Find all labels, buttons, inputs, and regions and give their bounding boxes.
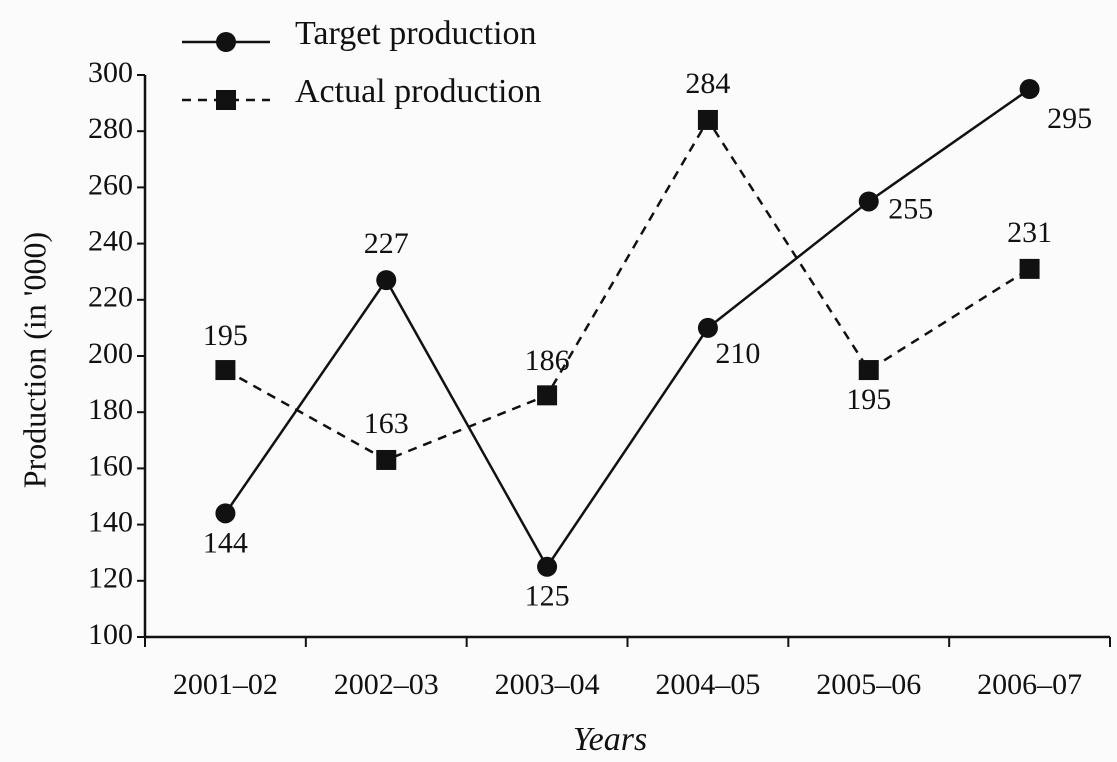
y-tick-label: 240 [88, 224, 133, 257]
legend-label: Target production [295, 15, 537, 52]
y-tick-label: 280 [88, 112, 133, 145]
data-label: 210 [715, 337, 760, 370]
data-label: 231 [1007, 216, 1052, 249]
x-tick-label: 2001–02 [173, 668, 278, 701]
data-label: 125 [525, 580, 570, 613]
point [537, 385, 558, 406]
y-tick-label: 200 [88, 337, 133, 370]
y-tick-label: 300 [88, 56, 133, 89]
point [215, 503, 236, 524]
x-axis-label: Years [573, 721, 647, 758]
data-label: 163 [364, 407, 409, 440]
point [1019, 79, 1040, 100]
series-line [224, 88, 1031, 570]
y-tick-label: 180 [88, 393, 133, 426]
data-label: 195 [846, 383, 891, 416]
y-tick-label: 140 [88, 505, 133, 538]
point [858, 360, 879, 381]
legend-marker [216, 32, 236, 52]
data-label: 255 [888, 192, 933, 225]
point [697, 109, 718, 130]
data-label: 144 [203, 526, 248, 559]
y-tick-label: 260 [88, 168, 133, 201]
data-label: 186 [525, 344, 570, 377]
y-tick-label: 160 [88, 449, 133, 482]
point [1019, 258, 1040, 279]
x-tick-label: 2002–03 [334, 668, 439, 701]
point [858, 191, 879, 212]
x-tick-label: 2006–07 [977, 668, 1082, 701]
data-label: 295 [1047, 102, 1092, 135]
y-tick-label: 100 [88, 618, 133, 651]
point [215, 360, 236, 381]
point [376, 270, 397, 291]
series-line [224, 117, 1031, 462]
y-tick-label: 220 [88, 281, 133, 314]
x-tick-label: 2003–04 [495, 668, 600, 701]
point [537, 556, 558, 577]
point [697, 317, 718, 338]
x-tick-label: 2005–06 [816, 668, 921, 701]
y-axis-label: Production (in '000) [16, 232, 52, 488]
legend-label: Actual production [295, 73, 541, 110]
y-tick-label: 120 [88, 562, 133, 595]
x-tick-label: 2004–05 [655, 668, 760, 701]
data-label: 195 [203, 319, 248, 352]
data-label: 284 [685, 67, 730, 100]
legend-marker [216, 90, 236, 110]
data-label: 227 [364, 227, 409, 260]
point [376, 449, 397, 470]
